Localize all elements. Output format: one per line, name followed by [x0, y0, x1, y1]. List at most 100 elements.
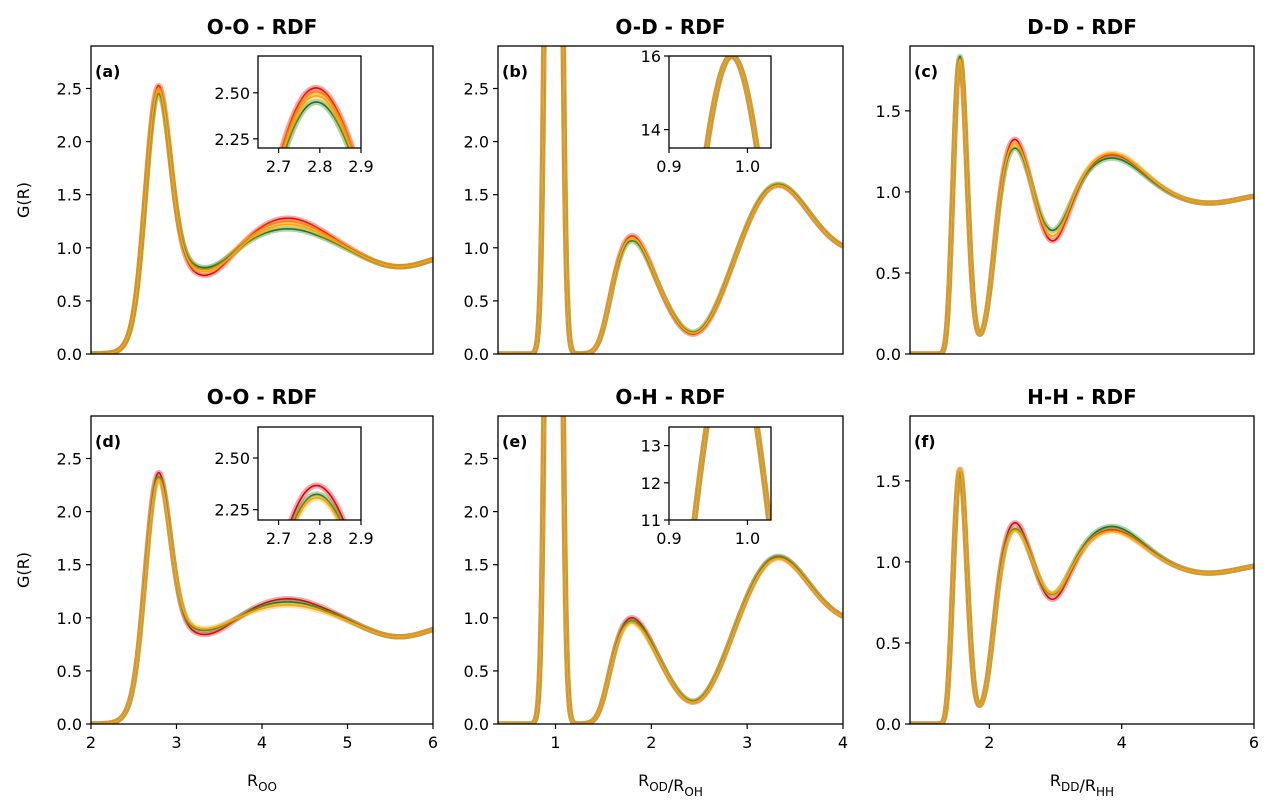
- inset-xtick-label-a: 2.7: [266, 157, 291, 176]
- ytick-label-a: 0.5: [57, 292, 82, 311]
- series-line-d-2: [91, 478, 433, 724]
- xtick-label-d: 4: [257, 733, 267, 752]
- series-line-e-2: [498, 416, 843, 724]
- curves-b: [498, 46, 843, 354]
- inset-xtick-label-a: 2.8: [307, 157, 332, 176]
- ytick-label-e: 0.5: [464, 662, 489, 681]
- inset-ytick-label-b: 14: [641, 121, 661, 140]
- inset-frame-e: [668, 426, 772, 521]
- inset-e: 11 12 13 0.9 1.0: [641, 426, 772, 548]
- inset-ytick-label-e: 11: [641, 511, 661, 530]
- panel-f: 0.0 0.5 1.0 1.5 2 4 6 H-H - RDF (f) RDD/RHH: [876, 385, 1260, 799]
- panel-e: 0.00.51.01.52.02.51 2 3 4O-H - RDF(e)ROD/RO…: [464, 385, 849, 799]
- curves-e: [498, 416, 843, 724]
- inset-band-d-2: [292, 494, 343, 520]
- xtick-label-d: 5: [342, 733, 352, 752]
- ytick-label-e: 1.5: [464, 556, 489, 575]
- inset-ytick-label-d: 2.50: [214, 449, 250, 468]
- inset-a: 2.25 2.50 2.7 2.8 2.9: [214, 55, 374, 176]
- ytick-label-c: 0.0: [876, 345, 901, 364]
- xtick-label-d: 6: [428, 733, 438, 752]
- ylabel-d: G(R): [14, 552, 33, 588]
- series-band-c-2: [910, 56, 1254, 354]
- axes-frame-c: [909, 45, 1255, 355]
- inset-ytick-label-a: 2.50: [214, 84, 250, 103]
- curves-c: [910, 53, 1254, 354]
- ylabel-a: G(R): [14, 182, 33, 218]
- inset-line-a-2: [285, 101, 350, 148]
- panel-title-f: H-H - RDF: [1027, 385, 1137, 409]
- ytick-label-a: 2.0: [57, 133, 82, 152]
- inset-xtick-label-d: 2.9: [348, 529, 373, 548]
- ytick-label-d: 0.5: [57, 662, 82, 681]
- panel-label-a: (a): [95, 62, 120, 81]
- ytick-label-a: 2.5: [57, 79, 82, 98]
- panel-title-d: O-O - RDF: [207, 385, 318, 409]
- inset-line-d-0: [290, 484, 345, 520]
- inset-xtick-label-d: 2.7: [266, 529, 291, 548]
- inset-line-d-2: [295, 497, 340, 520]
- series-band-b-0: [498, 46, 843, 354]
- series-line-c-2: [910, 58, 1254, 354]
- curves-d: [91, 469, 433, 724]
- panel-c: 0.0 0.5 1.0 1.5 D-D - RDF (c): [876, 15, 1255, 364]
- inset-xtick-label-a: 2.9: [348, 157, 373, 176]
- inset-ytick-label-a: 2.25: [214, 130, 250, 149]
- xtick-label-f: 2: [984, 733, 994, 752]
- ytick-label-e: 1.0: [464, 609, 489, 628]
- inset-b: 14 16 0.9 1.0: [641, 47, 772, 176]
- xlabel-f: RDD/RHH: [1050, 771, 1114, 799]
- inset-xtick-label-e: 1.0: [735, 529, 760, 548]
- panel-label-e: (e): [502, 432, 527, 451]
- ytick-label-c: 1.0: [876, 183, 901, 202]
- xtick-label-d: 2: [86, 733, 96, 752]
- ytick-label-e: 2.5: [464, 449, 489, 468]
- inset-frame-a: [257, 55, 362, 149]
- ytick-label-d: 2.5: [57, 449, 82, 468]
- inset-frame-d: [257, 426, 362, 521]
- inset-line-a-0: [281, 87, 354, 148]
- inset-xtick-label-d: 2.8: [307, 529, 332, 548]
- inset-ytick-label-d: 2.25: [214, 501, 250, 520]
- xtick-label-e: 4: [838, 733, 848, 752]
- axes-frame-a: [90, 45, 434, 355]
- inset-frame-b: [668, 55, 772, 149]
- ytick-label-f: 1.0: [876, 553, 901, 572]
- ytick-label-f: 0.0: [876, 715, 901, 734]
- ytick-label-b: 2.5: [464, 79, 489, 98]
- ytick-label-b: 1.5: [464, 186, 489, 205]
- series-line-b-0: [498, 46, 843, 354]
- xtick-label-e: 1: [550, 733, 560, 752]
- curves-f: [910, 466, 1254, 724]
- series-line-b-1: [498, 46, 843, 354]
- axes-frame-e: [497, 415, 844, 725]
- axes-frame-b: [497, 45, 844, 355]
- axes-frame-f: [909, 415, 1255, 725]
- series-band-b-2: [498, 46, 843, 354]
- panel-title-a: O-O - RDF: [207, 15, 318, 39]
- inset-ytick-label-b: 16: [641, 47, 661, 66]
- inset-xtick-label-b: 1.0: [735, 157, 760, 176]
- ytick-label-c: 0.5: [876, 264, 901, 283]
- series-line-a-3: [91, 89, 433, 354]
- xlabel-e: ROD/ROH: [638, 771, 703, 799]
- panel-label-c: (c): [914, 62, 938, 81]
- inset-line-a-3: [283, 95, 352, 148]
- ytick-label-e: 2.0: [464, 503, 489, 522]
- ytick-label-a: 1.5: [57, 186, 82, 205]
- ytick-label-f: 1.5: [876, 472, 901, 491]
- inset-xtick-label-b: 0.9: [656, 157, 681, 176]
- inset-d: 2.25 2.50 2.7 2.8 2.9: [214, 426, 374, 548]
- ytick-label-f: 0.5: [876, 634, 901, 653]
- panel-title-b: O-D - RDF: [615, 15, 725, 39]
- xtick-label-f: 4: [1117, 733, 1127, 752]
- ytick-label-d: 1.5: [57, 556, 82, 575]
- series-line-f-2: [910, 468, 1254, 724]
- ytick-label-c: 1.5: [876, 102, 901, 121]
- inset-line-b-2: [705, 56, 758, 148]
- curves-a: [91, 82, 433, 354]
- xlabel-d: ROO: [247, 771, 277, 794]
- inset-ytick-label-e: 12: [641, 474, 661, 493]
- ytick-label-d: 2.0: [57, 503, 82, 522]
